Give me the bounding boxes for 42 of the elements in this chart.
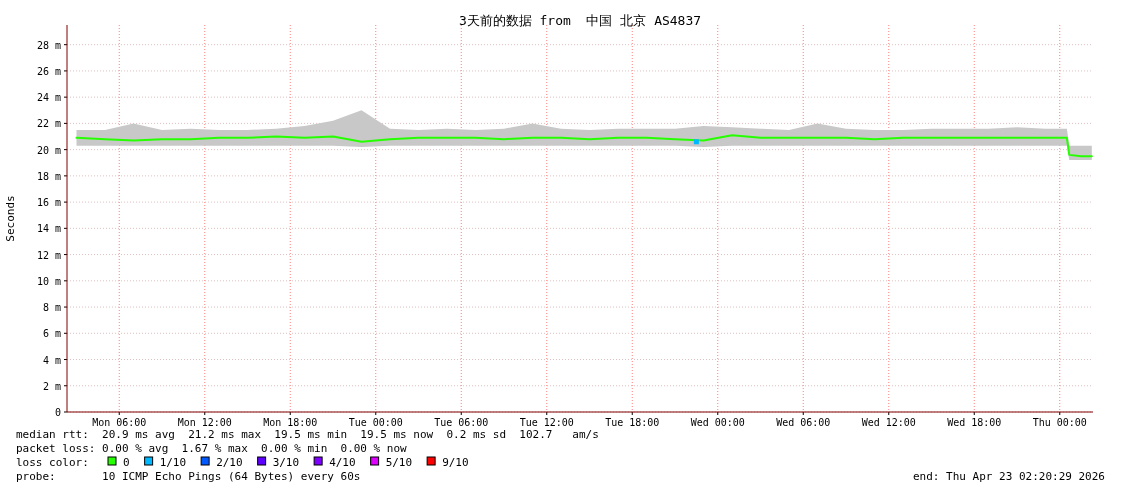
x-tick-label: Tue 06:00 (434, 417, 489, 428)
legend-label: 2/10 (216, 456, 243, 469)
y-tick-label: 0 (54, 407, 61, 418)
legend-label: 3/10 (272, 456, 300, 469)
y-tick-label: 18 m (36, 170, 61, 182)
y-axis-title: Seconds (4, 195, 17, 242)
text: probe: 10 ICMP Echo Pings (64 Bytes) every 60s (16, 470, 361, 483)
y-tick-label: 26 m (36, 65, 61, 77)
x-tick-label: Wed 00:00 (690, 417, 745, 428)
text: end: Thu Apr 23 02:20:29 2026 (912, 470, 1105, 483)
y-tick-label: 22 m (36, 118, 61, 130)
x-tick-label: Tue 00:00 (348, 417, 403, 428)
chart-title: 3天前的数据 from 中国 北京 AS4837 (458, 13, 702, 28)
x-tick-label: Tue 12:00 (519, 417, 574, 428)
legend-label: 0 (123, 456, 130, 469)
y-tick-label: 20 m (36, 144, 61, 156)
x-tick-label: Wed 12:00 (861, 417, 916, 428)
text: median rtt: 20.9 ms avg 21.2 ms max 19.5 ms min 19.5 ms now 0.2 ms sd 102.7 am/s (16, 428, 599, 441)
legend-title: loss color: (16, 456, 89, 469)
x-tick-label: Mon 12:00 (177, 417, 232, 428)
y-tick-label: 28 m (36, 39, 61, 51)
legend-label: 4/10 (329, 456, 356, 469)
y-tick-label: 14 m (36, 223, 61, 235)
x-tick-label: Thu 00:00 (1032, 417, 1087, 428)
y-tick-label: 16 m (36, 197, 61, 209)
y-tick-label: 8 m (42, 302, 61, 314)
y-tick-label: 12 m (36, 249, 61, 261)
y-tick-label: 24 m (36, 92, 61, 104)
legend-label: 1/10 (159, 456, 187, 469)
x-tick-label: Tue 18:00 (605, 417, 660, 428)
legend-label: 9/10 (442, 456, 469, 469)
y-tick-label: 6 m (42, 328, 61, 340)
x-tick-label: Wed 18:00 (947, 417, 1002, 428)
y-tick-label: 4 m (42, 354, 61, 366)
y-tick-label: 10 m (36, 275, 61, 287)
text: packet loss: 0.00 % avg 1.67 % max 0.00 % min 0.00 % now (16, 442, 408, 455)
y-tick-label: 2 m (42, 380, 61, 392)
x-tick-label: Wed 06:00 (776, 417, 831, 428)
line-series (75, 134, 1093, 158)
x-tick-label: Mon 06:00 (92, 417, 147, 428)
x-tick-label: Mon 18:00 (263, 417, 318, 428)
legend-label: 5/10 (385, 456, 413, 469)
